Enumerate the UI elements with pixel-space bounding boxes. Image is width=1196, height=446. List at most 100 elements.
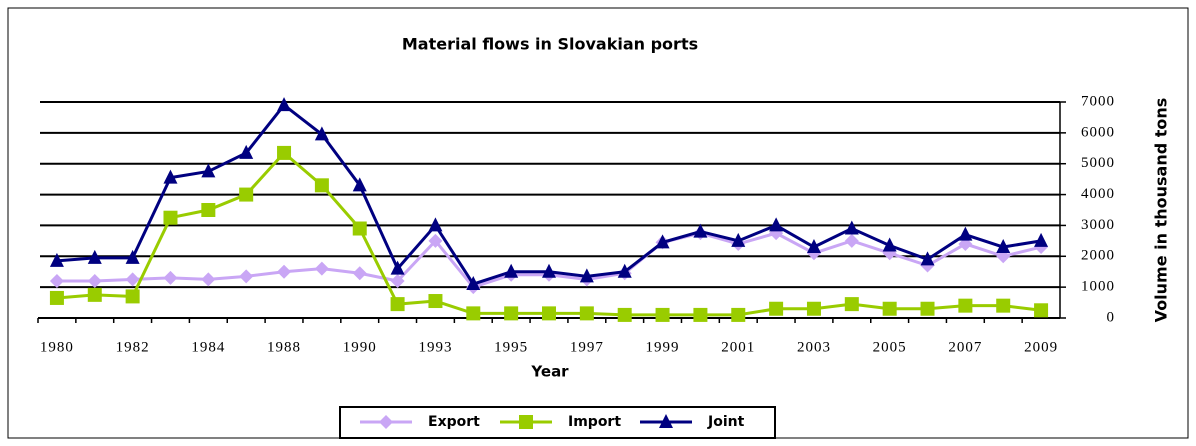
x-tick-label: 1995	[494, 339, 528, 355]
chart-title: Material flows in Slovakian ports	[402, 35, 698, 54]
marker	[882, 301, 897, 316]
marker	[806, 301, 821, 316]
marker	[920, 301, 935, 316]
legend-label: Export	[428, 414, 480, 430]
marker	[693, 307, 708, 322]
marker	[428, 233, 443, 248]
marker	[579, 306, 594, 321]
marker	[844, 233, 859, 248]
marker	[163, 270, 178, 285]
marker	[49, 252, 64, 267]
x-axis-label: Year	[530, 363, 569, 381]
marker	[239, 269, 254, 284]
marker	[239, 187, 254, 202]
marker	[542, 306, 556, 321]
marker	[125, 289, 140, 304]
marker	[352, 177, 367, 192]
x-tick-label: 1984	[191, 339, 225, 355]
y-tick-label: 0	[1107, 309, 1116, 325]
marker	[958, 298, 973, 313]
marker	[428, 217, 443, 232]
marker	[466, 306, 481, 321]
marker	[314, 178, 329, 193]
marker	[542, 263, 556, 278]
marker	[882, 237, 897, 252]
x-tick-label: 1988	[267, 339, 301, 355]
marker	[163, 169, 178, 184]
marker	[769, 301, 784, 316]
legend-label: Joint	[707, 414, 745, 430]
marker	[201, 203, 216, 217]
marker	[844, 220, 859, 235]
marker	[87, 249, 102, 264]
marker	[466, 276, 481, 291]
marker	[920, 251, 935, 266]
marker	[996, 298, 1011, 313]
marker	[579, 268, 594, 283]
x-tick-label: 1999	[646, 339, 680, 355]
y-tick-label: 2000	[1081, 248, 1115, 264]
marker	[352, 221, 367, 236]
x-tick-label: 2007	[948, 339, 982, 355]
marker	[239, 144, 254, 159]
marker	[201, 272, 216, 287]
y-tick-label: 7000	[1081, 93, 1115, 109]
y-tick-label: 5000	[1081, 155, 1115, 171]
legend-label: Import	[568, 414, 621, 430]
x-tick-label: 2001	[721, 339, 755, 355]
marker	[617, 263, 632, 278]
marker	[390, 297, 405, 312]
marker	[655, 234, 670, 249]
marker	[390, 260, 405, 275]
marker	[504, 263, 519, 278]
marker	[87, 287, 102, 302]
marker	[125, 249, 140, 264]
x-tick-label: 1997	[570, 339, 604, 355]
y-tick-label: 4000	[1081, 186, 1115, 202]
y-tick-label: 1000	[1081, 279, 1115, 295]
y-tick-label: 3000	[1081, 217, 1115, 233]
marker	[277, 264, 292, 279]
marker	[379, 415, 393, 429]
x-tick-label: 2003	[797, 339, 831, 355]
marker	[277, 145, 292, 160]
y-tick-label: 6000	[1081, 124, 1115, 140]
marker	[958, 226, 973, 241]
marker	[428, 294, 443, 309]
marker	[277, 97, 292, 112]
marker	[87, 273, 102, 288]
marker	[659, 414, 673, 428]
y-axis-label: Volume in thousand tons	[1152, 98, 1171, 323]
chart-border	[7, 7, 1189, 439]
marker	[844, 297, 859, 312]
x-tick-label: 1980	[40, 339, 74, 355]
marker	[314, 261, 329, 276]
x-tick-label: 1982	[116, 339, 150, 355]
marker	[769, 217, 784, 232]
marker	[806, 239, 821, 254]
marker	[519, 415, 533, 429]
marker	[1034, 232, 1049, 247]
marker	[352, 266, 367, 281]
marker	[731, 232, 746, 247]
marker	[314, 126, 329, 141]
x-tick-label: 2009	[1024, 339, 1058, 355]
marker	[163, 210, 178, 225]
marker	[49, 290, 64, 305]
marker	[693, 223, 708, 238]
marker	[996, 239, 1011, 254]
marker	[390, 273, 405, 288]
legend-box	[339, 406, 776, 439]
x-tick-label: 2005	[873, 339, 907, 355]
marker	[201, 163, 216, 178]
marker	[1034, 303, 1049, 318]
x-tick-label: 1990	[343, 339, 377, 355]
marker	[617, 307, 632, 322]
marker	[655, 307, 670, 322]
x-tick-label: 1993	[418, 339, 452, 355]
marker	[49, 273, 64, 288]
marker	[125, 272, 140, 287]
marker	[504, 306, 519, 321]
marker	[731, 307, 746, 322]
